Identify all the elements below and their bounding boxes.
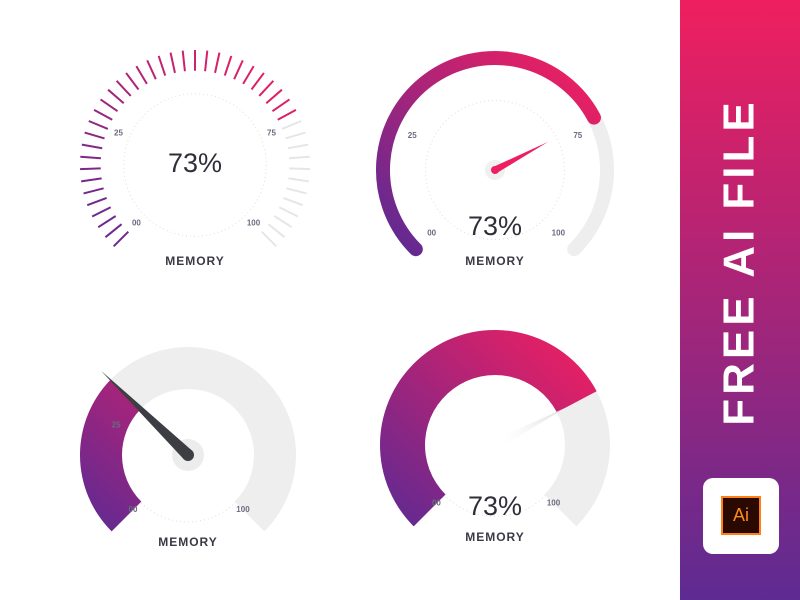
gauge-label: MEMORY [165,254,225,268]
dial-tick [281,120,302,130]
dial-tick [288,155,310,160]
value-label: 73% [468,491,522,521]
dial-tick [81,177,102,183]
dial-tick [157,55,167,76]
dial-tick [91,206,112,218]
dial-tick [83,187,104,195]
dial-tick [115,80,132,97]
dial-tick [273,215,293,229]
value-band [379,329,597,527]
dial-tick [86,197,107,207]
gauge: 00 100 73% MEMORY [379,329,610,544]
tick-label: 75 [573,131,582,140]
inner-dial [425,100,565,240]
tick-label: 25 [114,128,123,137]
dial-tick [285,131,306,140]
needle [101,370,193,460]
tick-label: 00 [132,219,141,228]
gauge-label: MEMORY [158,535,218,549]
inner-dial [123,93,267,237]
dial-tick [286,187,307,195]
needle-dot [182,449,194,461]
value-arc [376,51,601,257]
banner: FREE AI FILE Ai [680,0,800,600]
tick-label: 25 [408,131,417,140]
tick-label: 00 [427,228,436,237]
dial-tick [242,65,255,85]
banner-title: FREE AI FILE [715,98,764,426]
dial-tick [84,131,105,140]
tick-label: 25 [112,420,121,429]
tick-label: 00 [129,505,138,514]
dial-tick [80,167,101,171]
needle [493,141,549,174]
dial-tick [80,155,102,160]
dial-tick [223,55,233,76]
gauge-label: MEMORY [465,530,525,544]
dial-tick [277,109,297,121]
dial-tick [265,88,283,105]
gauge: 00 25 75 100 73% MEMORY [80,50,310,268]
dial-tick [214,52,221,74]
dial-tick [204,50,209,72]
gauge: 00 25 75 100 73% MEMORY [376,51,614,268]
dial-tick [181,50,186,72]
tick-label: 100 [236,505,250,514]
dial-tick [289,167,310,171]
value-ticks [80,50,297,248]
dial-tick [278,206,299,218]
tick-label: 100 [247,219,261,228]
dial-tick [112,230,130,248]
value-label: 73% [168,148,222,178]
dial-tick [260,230,278,248]
dial-tick [283,197,304,207]
dial-tick [104,223,123,238]
dial-tick [287,143,309,150]
tick-label: 100 [547,499,561,508]
tick-label: 00 [432,499,441,508]
dial-tick [267,223,286,238]
dial-tick [125,72,140,91]
dial-tick [99,98,119,113]
dial-tick [97,215,117,229]
gauge-label: MEMORY [465,254,525,268]
needle [492,407,566,450]
dial-tick [258,80,275,97]
dial-tick [169,52,176,74]
dial-tick [93,109,113,121]
dial-tick [135,65,148,85]
dial-tick [250,72,265,91]
dial-tick [107,88,125,105]
dial-tick [288,177,309,183]
gauges: 00 25 75 100 73% MEMORY 00 25 75 100 73% MEMORY 00 25… [79,50,614,549]
dial-tick [233,59,244,80]
value-label: 73% [468,211,522,241]
track [79,347,297,532]
dial-tick [271,98,291,113]
dial-tick [146,59,157,80]
tick-label: 100 [552,228,566,237]
dial-tick [81,143,103,150]
needle-dot [491,166,499,174]
value-band [79,379,142,532]
dial-tick [88,120,109,130]
tick-label: 75 [267,128,276,137]
icon-text: Ai [733,505,749,525]
gauge: 00 25 100 MEMORY [79,347,297,549]
icon-box [721,496,761,535]
